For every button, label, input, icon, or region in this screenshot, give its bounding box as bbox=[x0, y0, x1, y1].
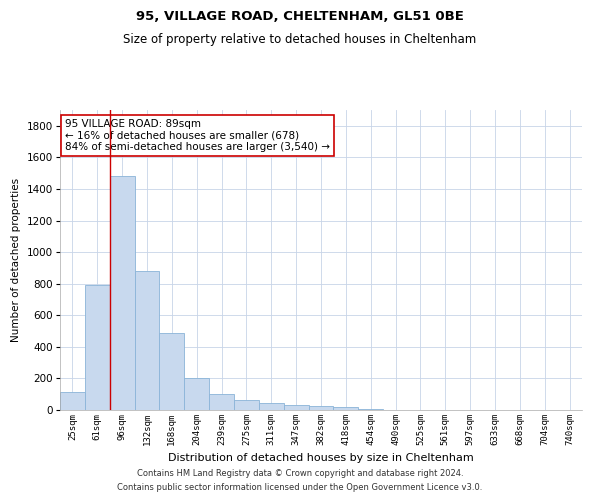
Bar bbox=[209, 394, 234, 410]
Bar bbox=[259, 404, 284, 410]
Y-axis label: Number of detached properties: Number of detached properties bbox=[11, 178, 21, 342]
Bar bbox=[234, 400, 259, 410]
Bar bbox=[134, 271, 160, 410]
Text: 95 VILLAGE ROAD: 89sqm
← 16% of detached houses are smaller (678)
84% of semi-de: 95 VILLAGE ROAD: 89sqm ← 16% of detached… bbox=[65, 119, 330, 152]
Text: 95, VILLAGE ROAD, CHELTENHAM, GL51 0BE: 95, VILLAGE ROAD, CHELTENHAM, GL51 0BE bbox=[136, 10, 464, 23]
Bar bbox=[110, 176, 134, 410]
Text: Contains public sector information licensed under the Open Government Licence v3: Contains public sector information licen… bbox=[118, 484, 482, 492]
Bar bbox=[284, 405, 308, 410]
Bar bbox=[60, 392, 85, 410]
Bar bbox=[184, 378, 209, 410]
X-axis label: Distribution of detached houses by size in Cheltenham: Distribution of detached houses by size … bbox=[168, 454, 474, 464]
Bar bbox=[160, 332, 184, 410]
Text: Size of property relative to detached houses in Cheltenham: Size of property relative to detached ho… bbox=[124, 32, 476, 46]
Bar bbox=[308, 406, 334, 410]
Bar bbox=[85, 286, 110, 410]
Text: Contains HM Land Registry data © Crown copyright and database right 2024.: Contains HM Land Registry data © Crown c… bbox=[137, 468, 463, 477]
Bar bbox=[334, 407, 358, 410]
